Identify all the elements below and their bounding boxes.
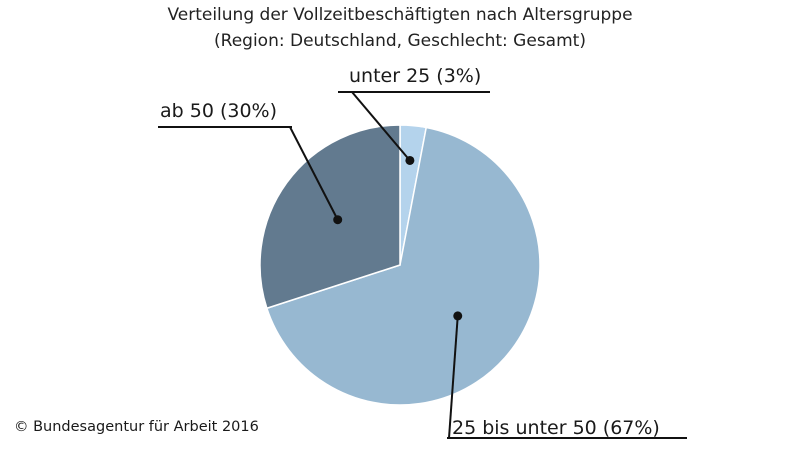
leader-line-0 (351, 91, 411, 162)
chart-subtitle: (Region: Deutschland, Geschlecht: Gesamt… (214, 31, 586, 51)
leader-dot-0 (405, 155, 415, 165)
pie-slice-2 (259, 124, 401, 310)
chart-title: Verteilung der Vollzeitbeschäftigten nac… (167, 5, 633, 25)
leader-dot-1 (453, 311, 463, 321)
slice-label-0: unter 25 (3%) (349, 65, 481, 87)
leader-dot-2 (333, 215, 343, 225)
leader-line-2 (289, 126, 339, 221)
copyright-notice: © Bundesagentur für Arbeit 2016 (14, 419, 259, 435)
leader-line-1 (448, 315, 459, 439)
slice-label-1: 25 bis unter 50 (67%) (452, 417, 660, 439)
pie-slice-1 (265, 126, 541, 406)
slice-label-2: ab 50 (30%) (160, 100, 277, 122)
